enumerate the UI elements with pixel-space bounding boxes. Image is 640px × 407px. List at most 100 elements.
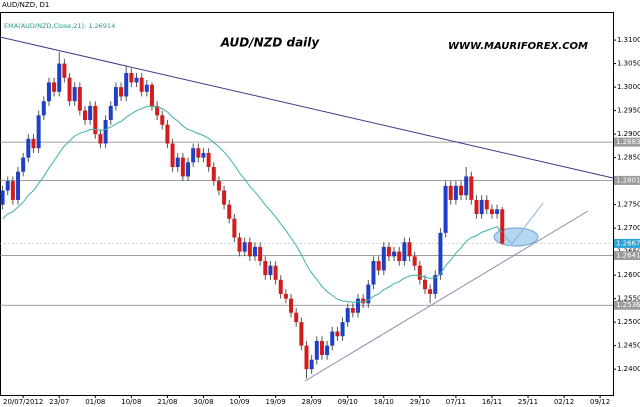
x-tick-label: 18/10	[374, 398, 394, 406]
candle-body	[325, 345, 330, 356]
x-tick-label: 19/09	[265, 398, 285, 406]
projection-up	[511, 202, 544, 245]
candle-body	[453, 185, 458, 200]
candle-body	[216, 181, 221, 191]
candle-body	[433, 275, 438, 294]
candle-body	[5, 181, 10, 191]
candle-body	[10, 181, 15, 200]
candle-body	[21, 157, 26, 172]
candle-body	[474, 199, 479, 215]
candle-body	[500, 209, 505, 244]
candle-body	[57, 63, 62, 92]
candle-body	[16, 171, 21, 200]
y-tick-label: 1.2500	[617, 318, 640, 326]
candle-body	[82, 110, 87, 121]
candle-body	[386, 246, 391, 257]
candle-body	[438, 232, 443, 276]
level-label: 1.25360	[616, 301, 640, 309]
candle-body	[139, 77, 144, 92]
candle-body	[201, 152, 206, 158]
candle-body	[443, 185, 448, 233]
candle-body	[180, 157, 185, 177]
candle-body	[309, 359, 314, 370]
y-tick-label: 1.2900	[617, 130, 640, 138]
candle-body	[232, 218, 237, 238]
candle-body	[175, 157, 180, 168]
x-tick-label: 30/08	[193, 398, 213, 406]
candle-body	[206, 152, 211, 168]
y-tick-label: 1.2550	[617, 295, 640, 303]
candle-body	[134, 77, 139, 83]
candle-body	[392, 251, 397, 257]
candle-body	[0, 190, 5, 205]
chart-title: AUD/NZD daily	[220, 36, 321, 50]
candle-body	[211, 167, 216, 182]
candle-body	[258, 246, 263, 262]
current-price-label: 1.26675	[616, 239, 640, 247]
candle-body	[155, 105, 160, 116]
candle-body	[88, 105, 93, 121]
candle-body	[459, 185, 464, 196]
level-label-box	[614, 250, 640, 260]
level-label-box	[614, 300, 640, 310]
candle-body	[52, 82, 57, 92]
y-tick-label: 1.3100	[617, 36, 640, 44]
candle-body	[371, 261, 376, 285]
watermark: WWW.MAURIFOREX.COM	[448, 41, 588, 52]
x-tick-label: 01/08	[85, 398, 105, 406]
current-price-box	[614, 238, 640, 248]
candle-body	[222, 190, 227, 205]
ema-line	[2, 105, 503, 303]
candle-body	[422, 279, 427, 290]
x-tick-label: 10/09	[229, 398, 249, 406]
candle-body	[345, 308, 350, 323]
x-tick-label: 25/11	[518, 398, 538, 406]
candle-body	[31, 138, 36, 149]
candle-body	[479, 199, 484, 215]
candle-body	[41, 101, 46, 116]
support-trendline	[304, 210, 589, 382]
level-label: 1.28015	[616, 176, 640, 184]
candle-body	[412, 256, 417, 266]
resistance-trendline	[0, 36, 614, 179]
candle-body	[268, 265, 273, 276]
candle-body	[304, 345, 309, 370]
x-tick-label: 09/12	[590, 398, 610, 406]
candle-body	[170, 143, 175, 168]
symbol: AUD/NZD, D1	[2, 1, 49, 9]
level-label-box	[614, 175, 640, 185]
y-tick-label: 1.2950	[617, 107, 640, 115]
x-tick-label: 10/08	[121, 398, 141, 406]
x-tick-label: 20/07/2012	[3, 398, 43, 406]
y-tick-label: 1.2850	[617, 154, 640, 162]
candle-body	[402, 242, 407, 262]
candle-body	[36, 115, 41, 149]
candle-body	[489, 209, 494, 215]
candle-body	[407, 242, 412, 257]
candle-body	[448, 185, 453, 200]
target-zone	[493, 227, 539, 247]
candle-body	[191, 148, 196, 163]
candle-body	[350, 308, 355, 313]
candle-body	[113, 87, 118, 106]
candle-body	[93, 105, 98, 135]
y-tick-label: 1.3050	[617, 60, 640, 68]
x-tick-label: 09/10	[338, 398, 358, 406]
candle-body	[196, 148, 201, 158]
candle-body	[273, 265, 278, 280]
candle-body	[495, 209, 500, 215]
candle-body	[366, 284, 371, 304]
candle-body	[319, 340, 324, 356]
candle-body	[62, 63, 67, 78]
x-tick-label: 28/09	[302, 398, 322, 406]
level-label-box	[614, 137, 640, 147]
candle-body	[361, 298, 366, 304]
candle-body	[103, 120, 108, 144]
candle-body	[165, 124, 170, 144]
candle-body	[330, 331, 335, 346]
y-tick-label: 1.2750	[617, 201, 640, 209]
x-tick-label: 29/10	[410, 398, 430, 406]
candle-body	[428, 289, 433, 294]
